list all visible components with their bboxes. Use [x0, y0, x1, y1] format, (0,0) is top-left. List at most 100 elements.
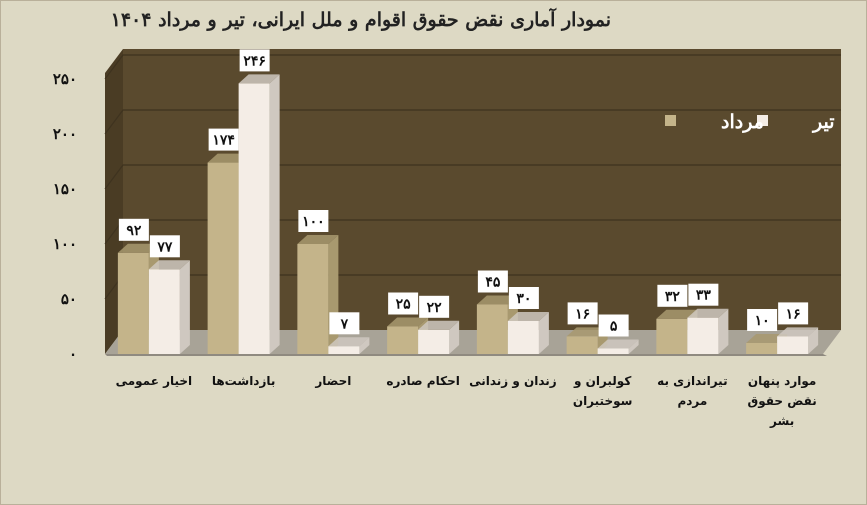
data-label: ۲۴۶ [243, 53, 266, 69]
bar-top [777, 327, 819, 337]
chart-title: نمودار آماری نقض حقوق اقوام و ملل ایرانی… [110, 9, 611, 31]
data-label-box [118, 218, 149, 241]
y-tick-label: ۵۰ [61, 290, 77, 308]
bar-top [238, 74, 280, 84]
x-tick-label: احضار [314, 374, 351, 388]
data-label: ۱۶ [786, 306, 801, 322]
data-label-box [778, 302, 809, 325]
bar-top [328, 337, 370, 347]
gridline [104, 164, 841, 190]
y-tick-label: ۲۰۰ [53, 125, 77, 143]
bar-top [387, 317, 429, 327]
bar-top [507, 312, 549, 321]
legend-label: تیر [811, 111, 835, 133]
data-label: ۲۵ [396, 297, 412, 313]
bar [117, 252, 149, 354]
data-label-box [149, 235, 180, 258]
bar-top [418, 320, 460, 330]
data-label: ۳۰ [516, 291, 531, 307]
legend-label: مرداد [721, 111, 764, 133]
data-label: ۹۲ [126, 223, 142, 239]
bar-side [628, 339, 639, 354]
bar-side [179, 260, 190, 354]
plot-floor-edge [105, 354, 827, 356]
data-label-box [567, 302, 598, 325]
bar-top [656, 309, 698, 319]
data-label-box [747, 309, 778, 331]
y-tick-label: ۱۵۰ [53, 180, 77, 198]
data-label: ۴۵ [485, 275, 501, 291]
bar-top [597, 339, 639, 349]
data-label-box [598, 314, 629, 337]
data-label-box [508, 287, 539, 309]
legend-swatch [757, 115, 768, 126]
bar [387, 326, 419, 354]
x-tick-label: کولبران و [573, 374, 631, 389]
y-tick-label: ۰ [69, 345, 77, 363]
x-tick-label: زندان و زندانی [469, 374, 557, 389]
bar [566, 336, 598, 354]
x-tick-label: بازداشت‌ها [212, 374, 276, 388]
gridline [104, 54, 841, 80]
y-tick-label: ۱۰۰ [53, 235, 77, 253]
bar-side [718, 308, 729, 354]
bar [297, 244, 329, 354]
y-tick-label: ۲۵۰ [53, 70, 77, 88]
bar [148, 269, 180, 354]
bar [687, 317, 719, 354]
x-tick-label: سوختبران [573, 394, 633, 409]
data-label: ۱۰۰ [302, 214, 325, 230]
bar-top [746, 334, 788, 343]
bar [746, 343, 778, 354]
data-label: ۳۲ [665, 289, 681, 305]
bar-side [808, 327, 819, 354]
data-label-box [298, 210, 329, 232]
data-label-box [419, 295, 450, 318]
bar-side [269, 74, 280, 355]
bar-side [359, 337, 370, 354]
bar [777, 336, 809, 354]
data-label: ۷۷ [156, 239, 173, 255]
bar-side [538, 312, 549, 354]
bar-side [449, 320, 460, 354]
bar [418, 329, 450, 354]
data-label: ۷ [340, 316, 349, 332]
bar-top [476, 295, 518, 305]
data-label-box [239, 49, 270, 72]
bar [207, 162, 239, 354]
bar-top [566, 327, 608, 337]
data-label-box [388, 292, 419, 315]
data-label: ۱۰ [755, 313, 770, 329]
x-tick-label: تیراندازی به [657, 374, 727, 388]
data-label: ۵ [610, 319, 618, 335]
data-label-box [329, 312, 360, 335]
bar-top [148, 260, 190, 270]
data-label: ۳۳ [696, 288, 712, 304]
x-tick-label: مردم [677, 394, 707, 409]
data-label: ۱۷۴ [212, 133, 235, 149]
x-tick-label: نقض حقوق [748, 394, 817, 409]
bar-top [297, 235, 339, 244]
bar [328, 346, 360, 354]
data-label-box [208, 128, 239, 151]
x-tick-label: احکام صادره [386, 374, 459, 389]
data-label-box [657, 284, 688, 307]
x-tick-label: اخیار عمومی [116, 374, 193, 389]
bar-top [207, 153, 249, 163]
bar [476, 304, 508, 354]
data-label-box [688, 283, 719, 306]
bar-top [117, 243, 159, 253]
bar [656, 318, 688, 354]
bar-top [687, 308, 729, 318]
x-tick-label: بشر [769, 414, 794, 428]
gridline [104, 109, 841, 135]
bar [238, 83, 270, 355]
data-label: ۲۲ [427, 300, 443, 316]
bar-side [328, 235, 339, 354]
data-label: ۱۶ [575, 306, 590, 322]
bar [507, 321, 539, 354]
legend-swatch [665, 115, 676, 126]
x-tick-label: موارد پنهان [748, 374, 816, 389]
